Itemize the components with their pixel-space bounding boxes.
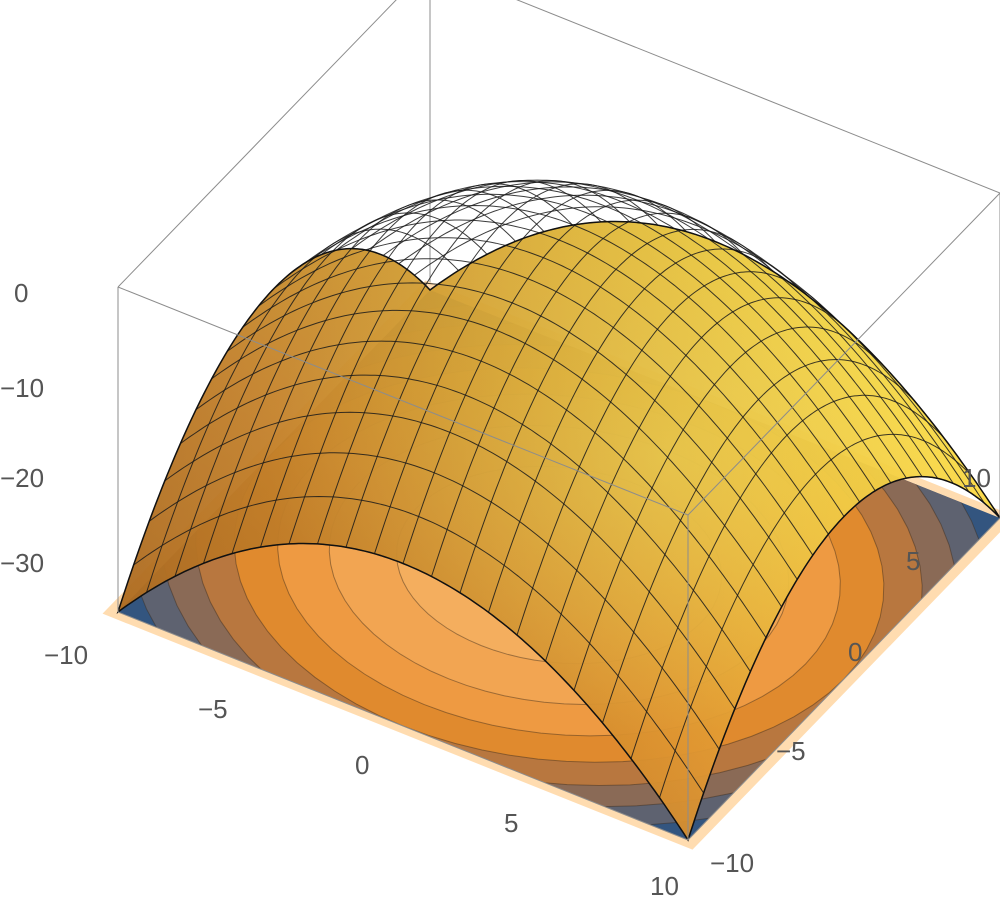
mesh-line-y [659, 433, 972, 798]
mesh-line-y [573, 326, 887, 691]
mesh-line-y [630, 394, 944, 759]
mesh-line-y [431, 212, 744, 577]
x-tick-label: 0 [355, 750, 369, 780]
x-axis-ticks: −10 −5 0 5 10 [44, 640, 679, 901]
z-tick-label: −30 [0, 548, 44, 578]
surface-outline [116, 220, 1000, 842]
x-tick-label: 5 [504, 808, 518, 838]
mesh-line-y [488, 248, 801, 613]
y-tick-label: −10 [710, 848, 754, 878]
x-tick-label: −10 [44, 640, 88, 670]
mesh-line-y [174, 212, 488, 577]
box-edge [687, 517, 1000, 841]
mesh-line-y [345, 183, 659, 548]
box-edge [117, 611, 689, 841]
z-tick-label: −20 [0, 463, 44, 493]
mesh-line-y [374, 189, 687, 554]
mesh-line-y [402, 199, 716, 564]
y-tick-label: −5 [776, 736, 806, 766]
mesh-line-y [260, 183, 573, 548]
mesh-line-y [545, 297, 858, 662]
y-tick-label: 10 [962, 463, 991, 493]
mesh-line-y [317, 179, 630, 545]
mesh-line-y [602, 358, 915, 724]
mesh-line-y [459, 228, 773, 593]
box-edge [687, 192, 1000, 516]
mesh-line-y [231, 189, 545, 554]
x-tick-label: 10 [650, 871, 679, 901]
mesh-line-y [288, 180, 602, 545]
mesh-line-y [516, 271, 830, 636]
box-edge [117, 0, 397, 288]
y-tick-label: 5 [906, 546, 920, 576]
box-edge [516, 0, 1000, 194]
y-axis-ticks: 10 5 0 −5 −10 [710, 463, 991, 878]
z-tick-label: 0 [14, 278, 28, 308]
x-tick-label: −5 [198, 694, 228, 724]
box-edge [117, 286, 689, 516]
mesh-line-y [203, 199, 516, 564]
z-axis-ticks: 0 −10 −20 −30 [0, 278, 44, 578]
z-tick-label: −10 [0, 373, 44, 403]
box-front-edges [117, 192, 1000, 841]
surface [116, 179, 1000, 842]
y-tick-label: 0 [848, 637, 862, 667]
